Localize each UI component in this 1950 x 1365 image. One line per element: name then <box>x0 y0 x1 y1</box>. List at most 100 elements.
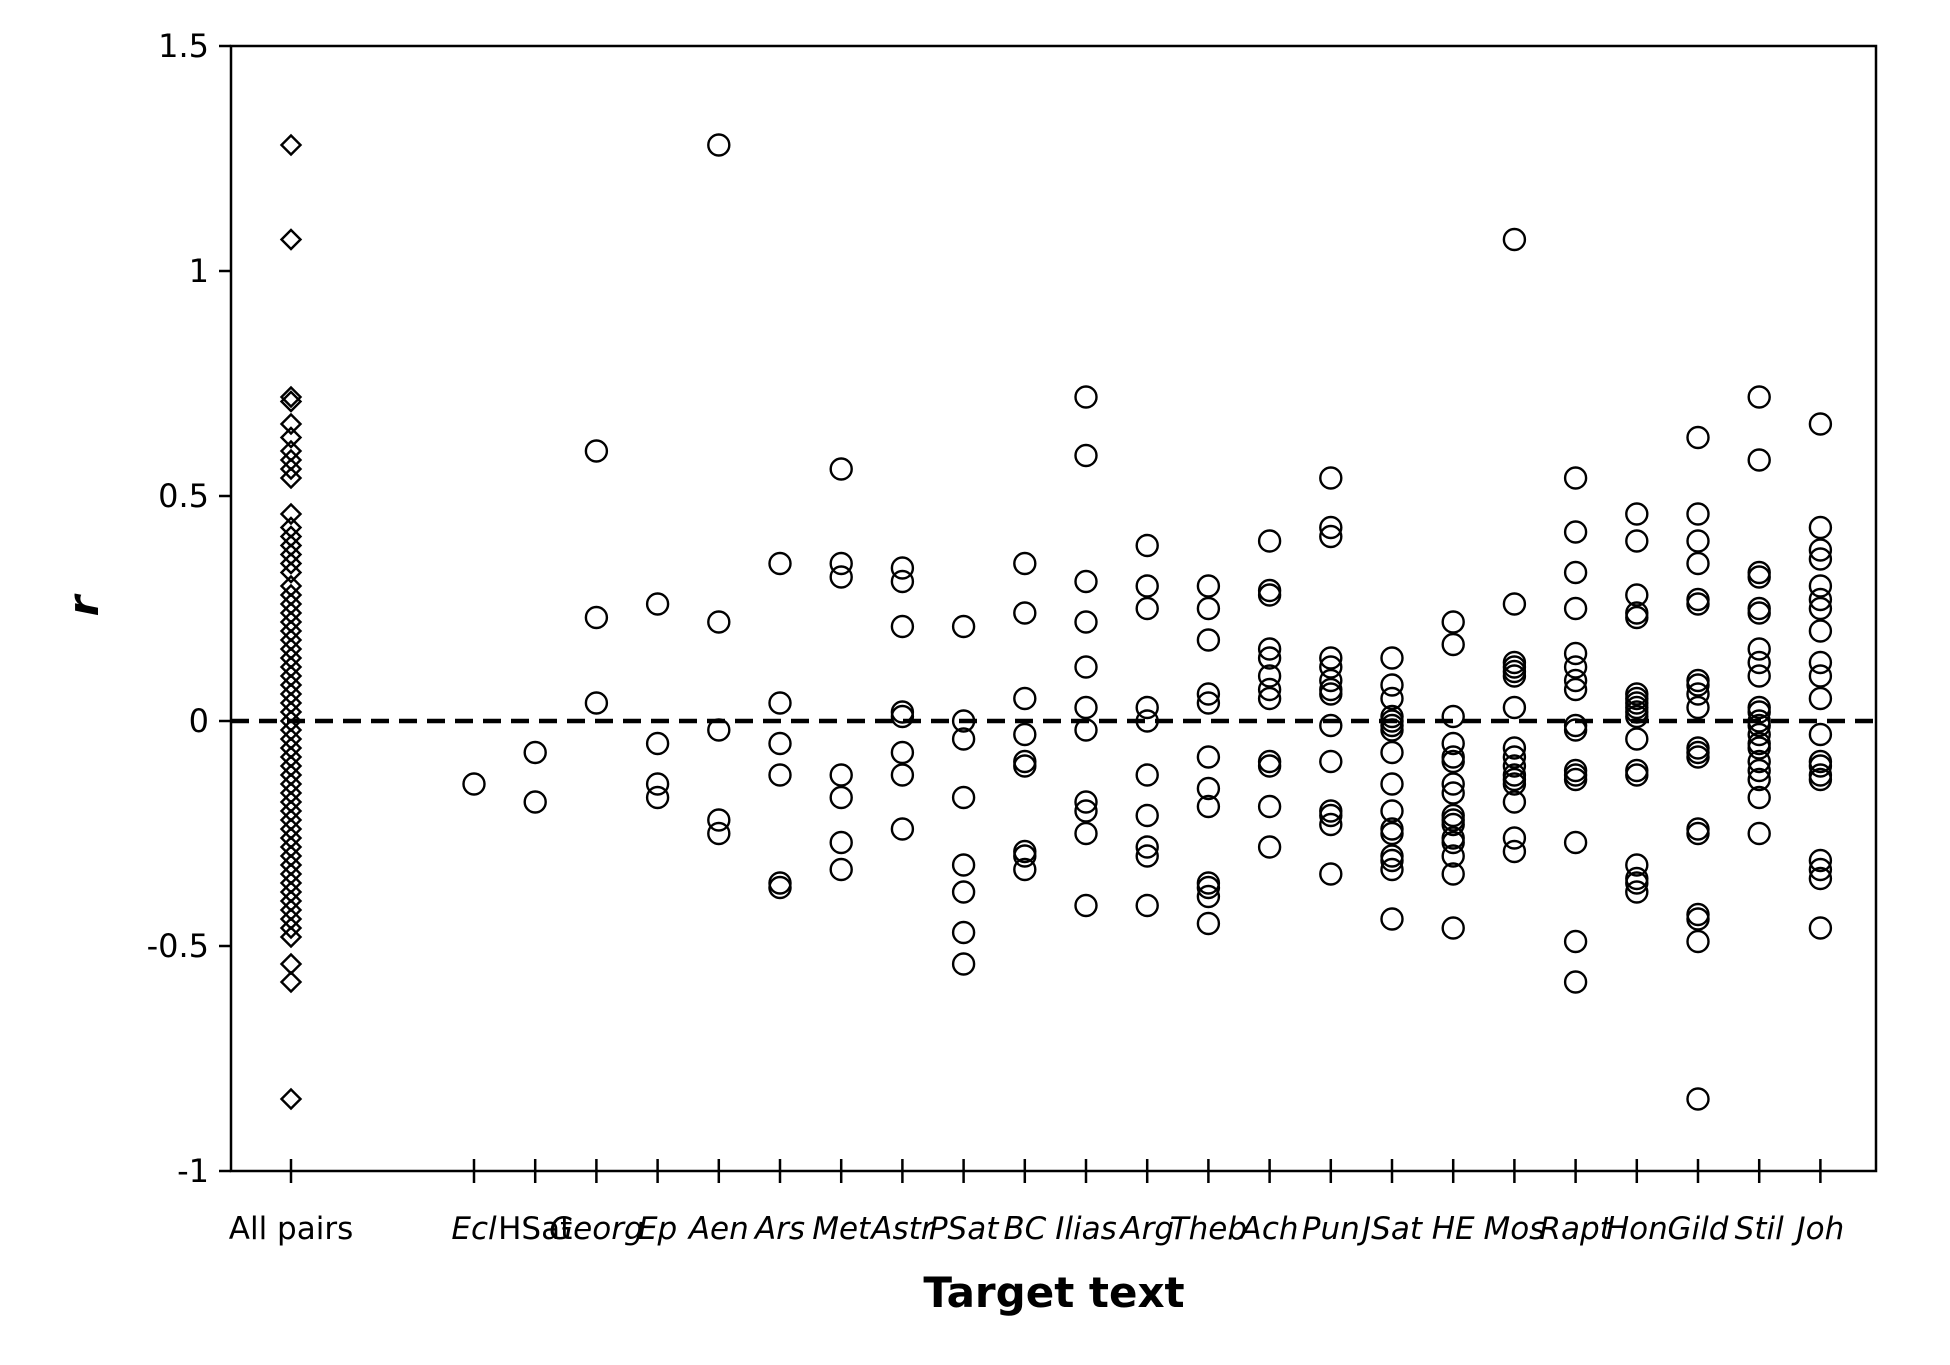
data-point-circle <box>1502 826 1527 850</box>
data-point-circle <box>1808 650 1833 675</box>
x-tick-label: Ep <box>638 1211 677 1247</box>
data-point-circle <box>1013 686 1037 711</box>
data-point-circle <box>1319 668 1343 693</box>
x-axis-title: Target text <box>923 1268 1184 1317</box>
data-point-circle <box>1808 574 1833 598</box>
data-point-circle <box>1380 857 1404 882</box>
data-point-circle <box>1808 664 1833 688</box>
data-point-circle <box>1074 569 1098 594</box>
data-point-circle <box>1441 916 1465 940</box>
data-point-circle <box>1441 830 1465 855</box>
y-tick-label: 1.5 <box>158 27 209 65</box>
data-point-circle <box>1747 664 1771 688</box>
data-point-circle <box>1563 668 1588 693</box>
y-axis-title: r <box>59 593 108 616</box>
data-point-circle <box>1808 754 1833 778</box>
data-point-circle <box>1625 704 1649 729</box>
data-point-circle <box>1074 385 1098 409</box>
data-point-circle <box>1380 740 1404 765</box>
data-point-circle <box>1563 767 1588 792</box>
data-point-circle <box>1747 767 1771 792</box>
data-point-circle <box>951 785 976 810</box>
data-point-diamond <box>279 916 303 940</box>
data-point-circle <box>1319 682 1343 706</box>
data-point-circle <box>1196 884 1221 909</box>
data-point-circle <box>1502 745 1527 769</box>
data-point-circle <box>1502 767 1527 792</box>
data-point-circle <box>1808 547 1833 571</box>
data-points <box>279 133 1833 1111</box>
data-point-diamond <box>279 925 303 949</box>
data-point-circle <box>1563 466 1588 490</box>
data-point-diamond <box>279 133 303 157</box>
data-point-circle <box>584 691 609 715</box>
data-point-circle <box>1441 632 1465 657</box>
data-point-circle <box>1686 907 1710 931</box>
data-point-circle <box>584 439 609 463</box>
data-point-circle <box>1441 731 1465 756</box>
data-point-circle <box>1563 929 1588 954</box>
data-point-circle <box>1502 227 1527 252</box>
x-tick-label: Aen <box>687 1211 749 1247</box>
data-point-circle <box>1747 601 1771 625</box>
data-point-circle <box>1135 695 1159 720</box>
data-point-circle <box>1135 574 1159 598</box>
data-point-circle <box>1257 637 1282 661</box>
x-tick-label: Ilias <box>1055 1211 1117 1247</box>
data-point-circle <box>768 691 792 715</box>
data-point-circle <box>1441 610 1465 634</box>
x-tick-label: BC <box>1003 1211 1046 1247</box>
data-point-circle <box>1257 664 1282 688</box>
data-point-diamond <box>279 385 303 409</box>
data-point-circle <box>523 790 547 814</box>
data-point-circle <box>1502 664 1527 688</box>
data-point-circle <box>1013 754 1037 778</box>
data-point-circle <box>1319 749 1343 774</box>
data-point-circle <box>890 569 915 594</box>
y-tick-label: 1 <box>189 252 209 290</box>
data-point-circle <box>1808 412 1833 436</box>
data-point-circle <box>1380 646 1404 670</box>
data-point-circle <box>1747 596 1771 621</box>
x-tick-label: Gild <box>1668 1211 1729 1247</box>
data-point-circle <box>1808 686 1833 711</box>
data-point-circle <box>1625 529 1649 553</box>
data-point-circle <box>1625 605 1649 630</box>
data-point-circle <box>768 731 792 756</box>
data-point-circle <box>1441 772 1465 796</box>
data-point-circle <box>890 740 915 765</box>
data-point-circle <box>1074 821 1098 846</box>
data-point-circle <box>951 952 976 976</box>
y-axis: -1 -0.5 0 0.5 1 1.5 <box>147 27 231 1190</box>
data-point-circle <box>1686 502 1710 526</box>
data-point-circle <box>1625 727 1649 751</box>
data-point-circle <box>1135 763 1159 787</box>
data-point-circle <box>1257 578 1282 603</box>
data-point-circle <box>829 830 853 855</box>
x-tick-label: Ach <box>1239 1211 1299 1247</box>
data-point-circle <box>1747 758 1771 783</box>
data-point-circle <box>1502 592 1527 616</box>
data-point-circle <box>890 763 915 787</box>
data-point-diamond <box>279 466 303 490</box>
data-point-circle <box>951 853 976 877</box>
data-point-circle <box>1502 695 1527 720</box>
data-point-circle <box>1441 862 1465 886</box>
data-point-circle <box>1319 862 1343 886</box>
data-point-circle <box>1747 722 1771 747</box>
data-point-circle <box>1319 655 1343 679</box>
data-point-circle <box>1380 821 1404 846</box>
x-tick-label: Ars <box>753 1211 805 1247</box>
data-point-circle <box>1625 871 1649 895</box>
data-point-circle <box>1380 907 1404 931</box>
x-tick-label: Hon <box>1606 1211 1668 1247</box>
data-point-circle <box>1686 682 1710 706</box>
data-point-circle <box>1563 520 1588 544</box>
data-point-diamond <box>279 552 303 575</box>
data-point-circle <box>1380 799 1404 823</box>
data-point-circle <box>1563 560 1588 585</box>
data-point-circle <box>1380 848 1404 873</box>
data-point-circle <box>1686 529 1710 553</box>
data-point-circle <box>1074 443 1098 468</box>
